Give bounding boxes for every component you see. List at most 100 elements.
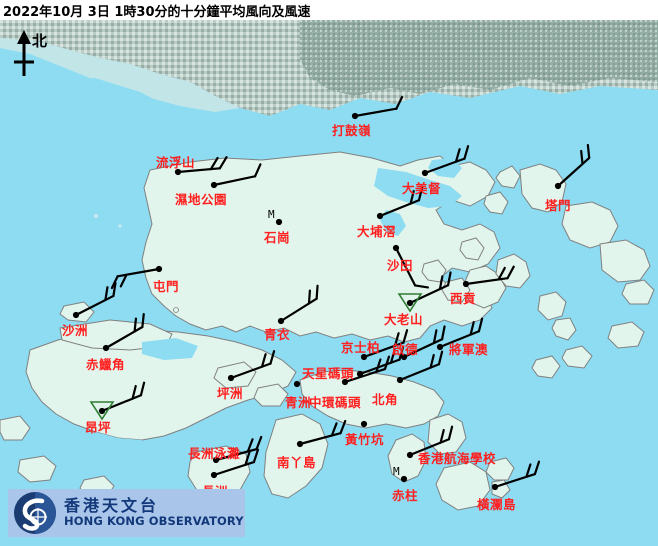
wind-station [275,218,283,226]
wind-shaft [423,157,466,175]
wind-barb-feather [139,381,146,397]
wind-barb-feather [417,186,424,202]
wind-barb-feather [395,95,404,110]
wind-barb-feather [393,332,400,347]
station-label-kai-tak[interactable]: 啟德 [392,342,419,357]
page-title: 2022年10月 3日 1時30分的十分鐘平均風向及風速 [3,5,311,20]
station-m-marker: M [268,208,275,221]
station-label-green-island[interactable]: 青洲 [285,395,312,410]
wind-barb-feather [447,425,454,441]
wind-barb-feather [506,265,515,280]
wind-barb-feather [580,149,584,166]
north-label: 北 [32,32,48,50]
wind-shaft [493,472,537,489]
wind-shaft [298,432,342,446]
wind-station [227,350,276,382]
station-label-tai-mei-tuk[interactable]: 大美督 [402,181,442,196]
wind-station [360,420,368,428]
station-label-star-ferry[interactable]: 天星碼頭 [302,366,355,381]
wind-station [210,163,262,189]
wind-station [554,143,591,190]
wind-barb-feather [454,148,461,163]
wind-shaft [464,277,509,286]
north-arrow-icon [14,30,34,76]
station-label-chek-lap-kok[interactable]: 赤鱲角 [86,357,126,372]
wind-station [212,435,263,464]
station-dot-marker [406,451,414,459]
wind-station [436,317,484,351]
station-label-tai-po-kau[interactable]: 大埔滘 [357,224,397,239]
station-dot-marker [98,407,106,415]
wind-barb-feather [260,353,267,368]
wind-barb-feather [409,189,415,205]
station-dot-marker [360,420,368,428]
wind-shaft [408,438,451,457]
wind-shaft [212,175,257,187]
wind-station [396,350,444,384]
wind-shaft [358,358,401,376]
station-dot-marker [491,483,499,491]
station-label-hk-sea-school[interactable]: 香港航海學校 [418,451,497,466]
station-label-tap-mun[interactable]: 塔門 [545,198,572,213]
wind-station [341,355,391,386]
wind-station [174,156,228,176]
wind-barb-feather [439,428,445,444]
wind-barb-feather [218,156,228,170]
station-label-wetland-park[interactable]: 濕地公園 [175,192,228,207]
station-dot-marker [174,168,182,176]
wind-barb-feather [269,350,276,365]
wind-shaft [402,338,444,359]
wind-barb-feather [525,463,532,478]
wind-barb-feather [339,419,347,435]
wind-barb-feather [244,451,251,466]
station-label-king-s-park[interactable]: 京士柏 [341,340,381,355]
station-dot-marker [376,212,384,220]
wind-barb-feather [131,384,137,400]
station-label-north-point[interactable]: 北角 [372,392,399,407]
wind-barb-feather [389,349,396,364]
logo-text-chinese: 香港天文台 [64,496,160,516]
station-label-peng-chau[interactable]: 坪洲 [217,386,244,401]
station-label-central-pier[interactable]: 中環碼頭 [309,395,362,410]
station-label-sha-tin[interactable]: 沙田 [387,258,414,273]
wind-shaft [74,294,115,317]
station-label-tsing-yi[interactable]: 青衣 [264,327,291,342]
station-label-waglan-island[interactable]: 橫瀾島 [477,497,517,512]
station-label-tuen-mun[interactable]: 屯門 [153,279,180,294]
station-label-stanley[interactable]: 赤柱 [392,488,419,503]
wind-station [89,381,146,421]
wind-shaft [394,246,417,287]
wind-shaft [116,267,161,278]
wind-barb-feather [375,358,382,373]
station-label-shek-kong[interactable]: 石崗 [264,230,291,245]
wind-station [421,145,470,177]
station-label-cheung-chau-beach[interactable]: 長洲泳灘 [188,446,241,461]
title-bar: 2022年10月 3日 1時30分的十分鐘平均風向及風速 [0,0,658,20]
station-label-lau-fau-shan[interactable]: 流浮山 [156,155,196,170]
station-label-tate-s-cairn[interactable]: 大老山 [384,312,424,327]
station-label-lamma-island[interactable]: 南丫島 [277,455,317,470]
station-dot-marker [155,265,163,273]
station-label-sai-kung[interactable]: 西貢 [450,291,477,306]
wind-shaft [556,156,591,188]
wind-barb-feather [469,320,475,336]
wind-barb-feather [209,156,219,171]
wind-barb-feather [398,346,405,361]
wind-shaft [398,363,441,382]
wind-barb-feather [477,317,484,333]
station-dot-marker [406,299,414,307]
wind-station [360,329,409,361]
wind-barb-feather [586,143,591,159]
station-label-ta-kwu-ling[interactable]: 打鼓嶺 [332,123,372,138]
station-label-ngong-ping[interactable]: 昂坪 [85,420,112,435]
station-label-sha-chau[interactable]: 沙洲 [62,323,89,338]
station-dot-marker [400,353,408,361]
station-label-wong-chuk-hang[interactable]: 黃竹坑 [345,432,385,447]
station-dot-marker [212,456,220,464]
wind-barb-feather [104,286,109,302]
station-dot-marker [436,343,444,351]
map-canvas[interactable]: 打鼓嶺流浮山濕地公園 大美督塔門 M 石崗 大埔滘沙田屯門沙洲赤鱲角 西貢大老山青衣京士柏… [0,20,658,546]
station-dot-marker [275,218,283,226]
station-label-tseung-kwan-o[interactable]: 將軍澳 [449,342,489,357]
wind-station [397,271,452,313]
